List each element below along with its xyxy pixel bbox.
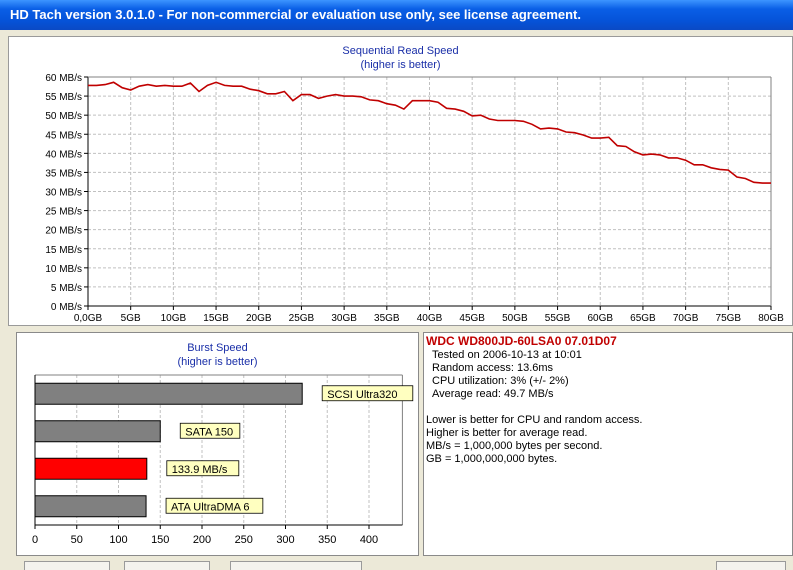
average-read: Average read: 49.7 MB/s [432,388,554,400]
x-tick-label: 350 [318,534,336,546]
bottom-toolbar [0,558,793,568]
x-tick-label: 250 [235,534,253,546]
x-tick-label: 5GB [121,313,141,324]
burst-bar [34,382,303,405]
x-tick-label: 40GB [417,313,443,324]
x-tick-label: 300 [276,534,294,546]
x-tick-label: 75GB [716,313,742,324]
y-tick-label: 45 MB/s [45,130,82,141]
burst-speed-chart: 0 50 100 150 200 250 300 350 400 SCSI Ultra320 SAT… [32,374,414,546]
y-tick-label: 40 MB/s [45,149,82,160]
burst-speed-panel: Burst Speed (higher is better) 0 50 100 150… [16,332,419,556]
x-tick-label: 10GB [161,313,187,324]
x-tick-label: 100 [109,534,127,546]
burst-chart-subtitle: (higher is better) [177,356,258,368]
bar-label: ATA UltraDMA 6 [171,501,249,513]
x-tick-label: 30GB [331,313,357,324]
x-tick-label: 0 [32,534,38,546]
note-line: MB/s = 1,000,000 bytes per second. [426,440,603,452]
bottom-button[interactable] [124,561,210,570]
read-speed-line [88,81,771,184]
y-tick-label: 15 MB/s [45,245,82,256]
sequential-chart-subtitle: (higher is better) [360,59,441,71]
y-tick-label: 0 MB/s [51,302,82,313]
burst-chart-title: Burst Speed [187,342,248,354]
bar-label-box [179,422,241,439]
x-tick-label: 200 [193,534,211,546]
x-tick-label: 400 [360,534,378,546]
note-line: Lower is better for CPU and random acces… [426,414,643,426]
note-line: GB = 1,000,000,000 bytes. [426,453,558,465]
x-tick-label: 15GB [203,313,229,324]
cpu-utilization: CPU utilization: 3% (+/- 2%) [432,375,569,387]
y-tick-label: 35 MB/s [45,168,82,179]
x-tick-label: 55GB [545,313,571,324]
bottom-button[interactable] [230,561,362,570]
y-tick-label: 30 MB/s [45,188,82,199]
y-tick-label: 10 MB/s [45,264,82,275]
bar-label: SATA 150 [185,426,233,438]
bar-label-box [165,497,264,514]
x-tick-label: 150 [151,534,169,546]
x-tick-label: 25GB [289,313,315,324]
x-tick-label: 50 [71,534,83,546]
drive-name: WDC WD800JD-60LSA0 07.01D07 [426,334,617,348]
x-tick-label: 70GB [673,313,699,324]
x-tick-label: 35GB [374,313,400,324]
y-tick-label: 55 MB/s [45,92,82,103]
burst-bar [34,457,148,480]
burst-bar [34,420,161,443]
tested-date: Tested on 2006-10-13 at 10:01 [432,349,582,361]
random-access: Random access: 13.6ms [432,362,554,374]
bottom-button[interactable] [716,561,786,570]
window-title-bar[interactable]: HD Tach version 3.0.1.0 - For non-commer… [0,0,793,30]
bottom-button[interactable] [24,561,110,570]
x-tick-label: 65GB [630,313,656,324]
bar-label: SCSI Ultra320 [327,389,397,401]
y-tick-label: 50 MB/s [45,111,82,122]
y-tick-label: 5 MB/s [51,283,82,294]
burst-bar [34,495,147,518]
sequential-chart-title: Sequential Read Speed [342,45,459,57]
x-tick-label: 60GB [587,313,613,324]
bar-label-box [166,460,240,477]
x-tick-label: 80GB [758,313,784,324]
x-tick-label: 0,0GB [74,313,103,324]
y-tick-label: 60 MB/s [45,73,82,84]
bar-label-box [321,385,414,402]
x-tick-label: 20GB [246,313,272,324]
x-tick-label: 50GB [502,313,528,324]
sequential-read-panel: Sequential Read Speed (higher is better)… [8,36,793,326]
y-tick-label: 25 MB/s [45,207,82,218]
sequential-read-chart: 0 MB/s 5 MB/s 10 MB/s 15 MB/s 20 MB/s 25 MB/s… [45,73,784,324]
note-line: Higher is better for average read. [426,427,588,439]
drive-info-panel: WDC WD800JD-60LSA0 07.01D07 Tested on 20… [423,332,793,556]
x-tick-label: 45GB [459,313,485,324]
bar-label: 133.9 MB/s [172,464,228,476]
y-tick-label: 20 MB/s [45,226,82,237]
